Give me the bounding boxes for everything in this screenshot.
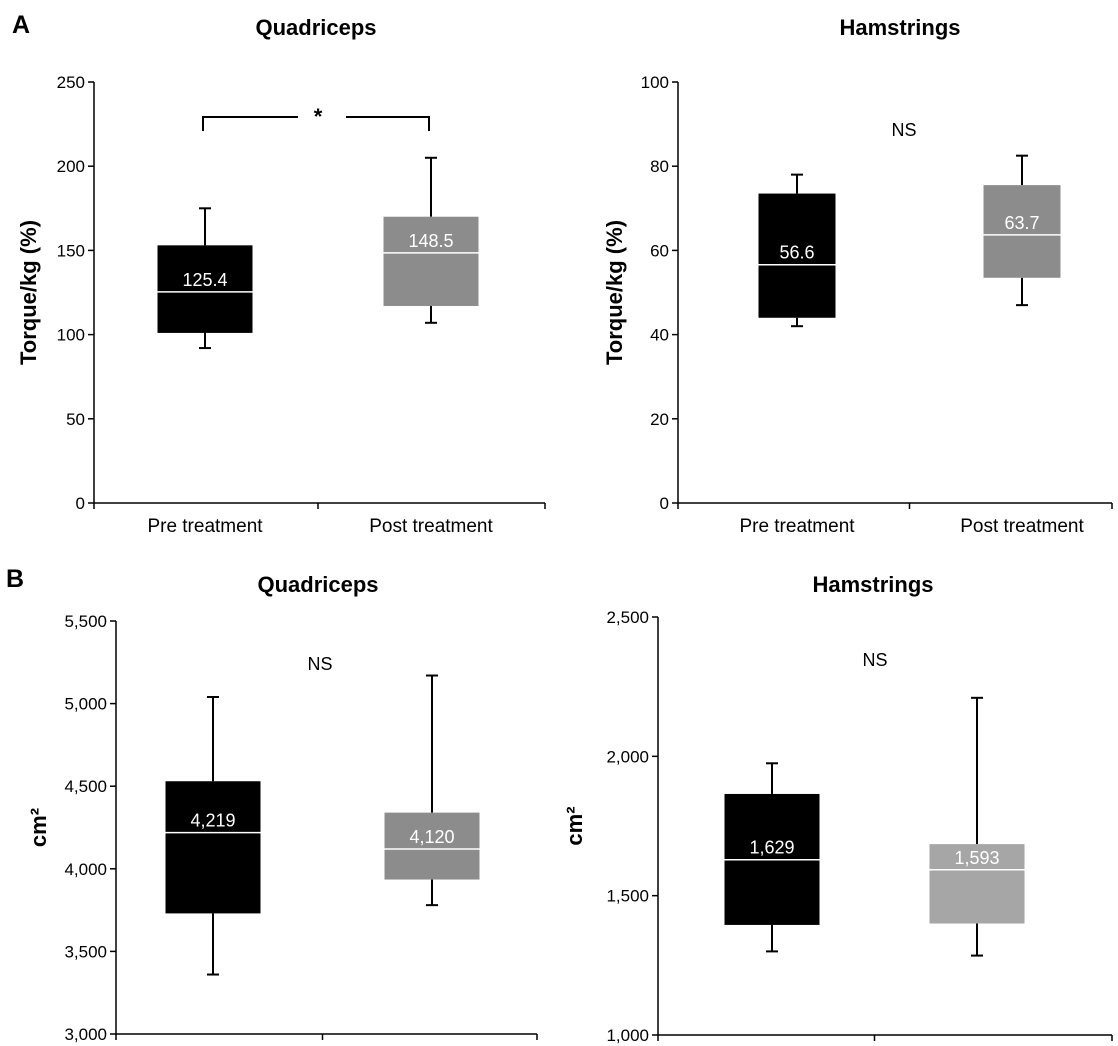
median-label: 1,629 <box>749 838 794 858</box>
y-tick-label: 200 <box>57 157 85 176</box>
box <box>758 193 836 318</box>
y-tick-label: 150 <box>57 241 85 260</box>
y-tick-label: 3,500 <box>64 942 107 961</box>
x-category-label: Post treatment <box>369 516 493 537</box>
chart-title: Quadriceps <box>255 15 376 40</box>
significance-marker: * <box>314 104 323 129</box>
y-axis-label: Torque/kg (%) <box>602 220 627 365</box>
significance-label: NS <box>307 654 332 674</box>
y-tick-label: 4,500 <box>64 777 107 796</box>
box <box>157 245 253 333</box>
x-category-label: Pre treatment <box>147 516 263 537</box>
y-tick-label: 0 <box>76 494 85 513</box>
box <box>929 844 1025 924</box>
y-tick-label: 100 <box>641 73 669 92</box>
box <box>983 185 1061 278</box>
chart-b-quadriceps: Quadriceps cm² 3,000 3,500 4,000 4,500 5,000 5,… <box>26 572 538 1044</box>
median-label: 4,219 <box>190 811 235 831</box>
chart-title: Hamstrings <box>839 15 960 40</box>
chart-title: Quadriceps <box>257 572 378 597</box>
median-label: 148.5 <box>408 231 453 251</box>
y-tick-label: 5,000 <box>64 695 107 714</box>
chart-a-quadriceps: Quadriceps Torque/kg (%) 0 50 100 150 200 250 Pr… <box>16 15 546 537</box>
significance-bracket-right <box>346 116 430 131</box>
y-tick-label: 20 <box>650 410 669 429</box>
significance-label: NS <box>891 120 916 140</box>
y-tick-label: 1,000 <box>606 1026 649 1045</box>
y-tick-label: 0 <box>660 494 669 513</box>
significance-label: NS <box>862 650 887 670</box>
y-axis-label: Torque/kg (%) <box>16 220 41 365</box>
panel-label-a: A <box>12 11 30 39</box>
y-tick-label: 1,500 <box>606 887 649 906</box>
y-axis-label: cm² <box>26 808 51 847</box>
y-tick-label: 50 <box>66 410 85 429</box>
median-label: 63.7 <box>1004 213 1039 233</box>
y-tick-label: 250 <box>57 73 85 92</box>
y-tick-label: 3,000 <box>64 1025 107 1044</box>
y-tick-label: 4,000 <box>64 860 107 879</box>
median-label: 1,593 <box>954 848 999 868</box>
y-tick-label: 100 <box>57 326 85 345</box>
y-tick-label: 5,500 <box>64 612 107 631</box>
box <box>384 812 480 880</box>
panel-label-b: B <box>6 565 24 593</box>
median-label: 56.6 <box>779 243 814 263</box>
y-tick-label: 80 <box>650 157 669 176</box>
y-tick-label: 60 <box>650 241 669 260</box>
x-category-label: Pre treatment <box>739 516 855 537</box>
y-tick-label: 2,500 <box>606 608 649 627</box>
x-category-label: Post treatment <box>960 516 1084 537</box>
box <box>165 781 261 914</box>
chart-title: Hamstrings <box>812 572 933 597</box>
y-tick-label: 2,000 <box>606 747 649 766</box>
significance-bracket-left <box>202 116 298 131</box>
box <box>383 216 479 306</box>
y-tick-label: 40 <box>650 326 669 345</box>
median-label: 4,120 <box>409 827 454 847</box>
chart-a-hamstrings: Hamstrings Torque/kg (%) 0 20 40 60 80 100 Pre t… <box>602 15 1113 537</box>
median-label: 125.4 <box>182 270 227 290</box>
y-axis-label: cm² <box>562 806 587 845</box>
